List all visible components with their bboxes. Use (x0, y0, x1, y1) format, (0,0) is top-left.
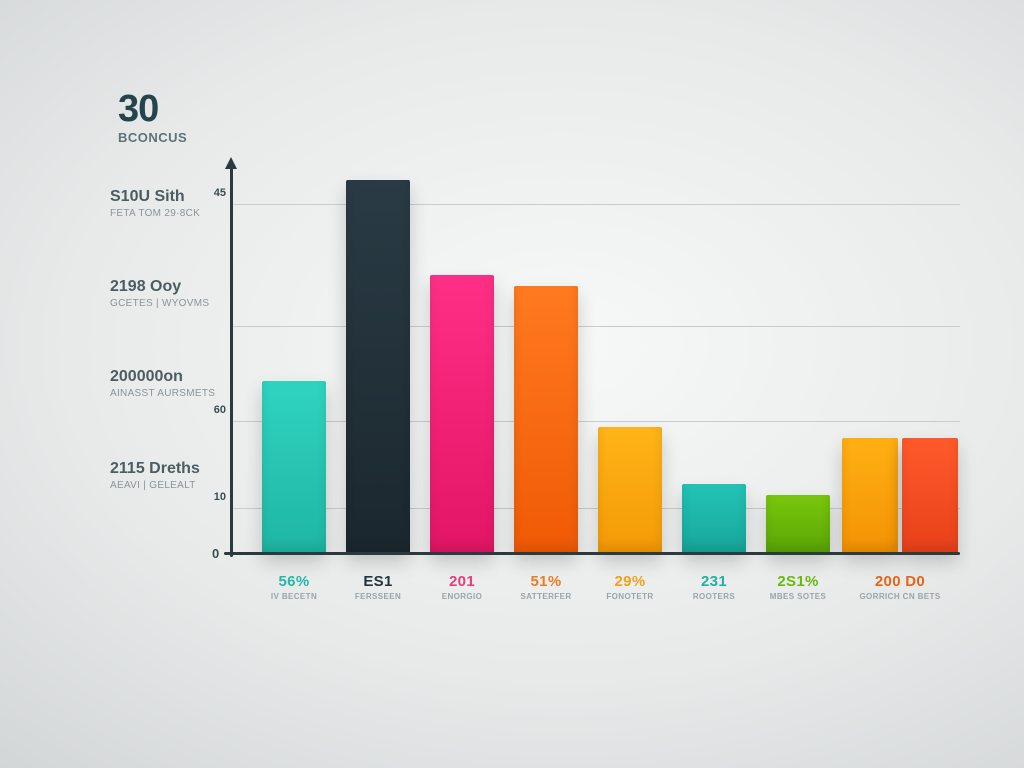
legend-item: 2198 Ooy GCETES | WYOVMS (110, 278, 209, 309)
legend-item-label: 200000on (110, 368, 215, 386)
legend-item: 2115 Dreths AEAVI | GELEALT (110, 460, 200, 491)
x-category: 2S1% MBES SOTES (753, 573, 843, 601)
bar-chart: 106045 0 56%IV BECETNES1FERSSEEN201ENORG… (230, 175, 920, 555)
y-axis-zero-label: 0 (212, 546, 219, 561)
x-category: 56% IV BECETN (249, 573, 339, 601)
legend-item-sub: FETA TOM 29·8CK (110, 208, 200, 219)
legend-item: 200000on AINASST AURSMETS (110, 368, 215, 399)
x-category-value: ES1 (333, 573, 423, 590)
x-category-value: 2S1% (753, 573, 843, 590)
bar (430, 275, 494, 552)
gridline (230, 204, 960, 205)
chart-title-block: 30 BCONCUS (118, 90, 187, 145)
x-category: 231 ROOTERS (669, 573, 759, 601)
x-category-sub: SATTERFER (501, 592, 591, 601)
y-tick-label: 60 (208, 404, 226, 416)
x-category-value: 29% (585, 573, 675, 590)
x-category-value: 231 (669, 573, 759, 590)
legend-item-label: 2115 Dreths (110, 460, 200, 478)
x-category: 201 ENORGIO (417, 573, 507, 601)
x-category: 51% SATTERFER (501, 573, 591, 601)
bar (346, 180, 410, 552)
x-category-sub: FERSSEEN (333, 592, 423, 601)
x-category-sub: ROOTERS (669, 592, 759, 601)
x-category-value: 201 (417, 573, 507, 590)
bar (598, 427, 662, 552)
gridline (230, 326, 960, 327)
chart-title-number: 30 (118, 90, 187, 128)
x-category-value: 200 D0 (855, 573, 945, 590)
bar (514, 286, 578, 552)
bar (682, 484, 746, 552)
x-category: ES1 FERSSEEN (333, 573, 423, 601)
bar (262, 381, 326, 552)
chart-title-label: BCONCUS (118, 130, 187, 145)
x-category: 29% FONOTETR (585, 573, 675, 601)
legend-item-sub: AINASST AURSMETS (110, 388, 215, 399)
x-category-sub: FONOTETR (585, 592, 675, 601)
x-category-sub: IV BECETN (249, 592, 339, 601)
x-category: 200 D0 GORRICH CN BETS (855, 573, 945, 601)
x-category-value: 56% (249, 573, 339, 590)
legend-item-label: S10U Sith (110, 188, 200, 206)
gridline (230, 421, 960, 422)
x-category-sub: MBES SOTES (753, 592, 843, 601)
y-axis (230, 165, 233, 557)
x-category-sub: ENORGIO (417, 592, 507, 601)
legend-item-sub: AEAVI | GELEALT (110, 480, 200, 491)
y-axis-arrow-icon (225, 157, 237, 169)
y-tick-label: 10 (208, 491, 226, 503)
legend-item-sub: GCETES | WYOVMS (110, 298, 209, 309)
y-tick-label: 45 (208, 187, 226, 199)
legend-item: S10U Sith FETA TOM 29·8CK (110, 188, 200, 219)
bar (842, 438, 898, 552)
bar (902, 438, 958, 552)
x-category-sub: GORRICH CN BETS (855, 592, 945, 601)
x-category-value: 51% (501, 573, 591, 590)
bar (766, 495, 830, 552)
legend-item-label: 2198 Ooy (110, 278, 209, 296)
x-axis (224, 552, 960, 555)
